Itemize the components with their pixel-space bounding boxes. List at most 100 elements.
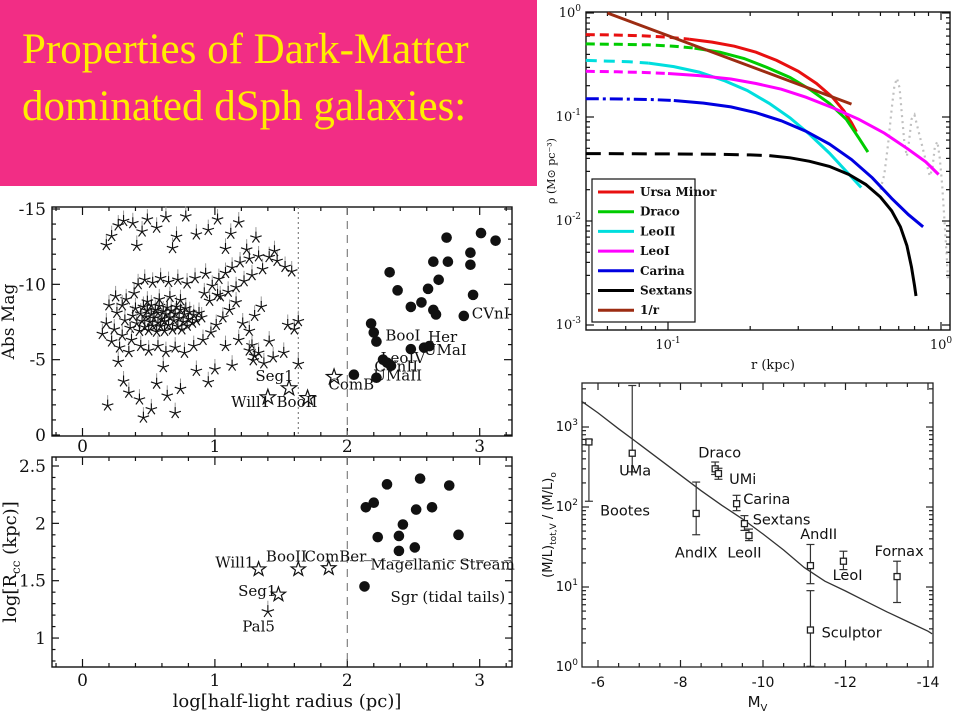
star-arm	[223, 307, 230, 311]
star-arm	[194, 275, 201, 279]
star-arm	[142, 417, 148, 423]
dsph-point	[467, 289, 479, 301]
star-arm	[243, 328, 250, 332]
star-arm	[263, 254, 270, 258]
star-arm	[118, 359, 125, 363]
star-arm	[124, 392, 130, 399]
y-tick-label: 100	[556, 658, 579, 675]
dsph-point	[426, 501, 438, 513]
star-arm	[234, 339, 240, 346]
star-arm	[176, 309, 181, 316]
star-arm	[195, 312, 200, 319]
star-arm	[236, 262, 241, 268]
star-arm	[234, 222, 240, 228]
star-arm	[249, 328, 256, 332]
star-arm	[156, 277, 162, 284]
star-arm	[281, 266, 286, 273]
dsph-point	[430, 309, 442, 320]
star-arm	[132, 315, 137, 322]
star-arm	[285, 269, 292, 273]
star-arm	[251, 272, 258, 276]
globular-cluster-point	[258, 352, 270, 369]
globular-cluster-point	[232, 329, 245, 346]
star-arm	[253, 358, 260, 361]
globular-cluster-point	[122, 382, 135, 399]
star-arm	[152, 343, 159, 347]
star-arm	[249, 360, 254, 366]
star-arm	[132, 245, 138, 252]
star-arm	[165, 308, 172, 312]
star-arm	[189, 345, 195, 352]
globular-cluster-point	[211, 284, 224, 301]
star-arm	[151, 406, 158, 410]
legend-box	[591, 178, 696, 323]
x-tick-label: 1	[209, 671, 220, 691]
star-arm	[139, 397, 146, 401]
globular-cluster-point	[101, 395, 114, 411]
star-arm	[122, 349, 130, 353]
mass-to-light-chart: -6 -8 -10 -12 -14 100 101 102 103 MV (M/L)tot,V / …	[541, 382, 940, 714]
star-arm	[136, 313, 142, 319]
globular-cluster-point	[238, 270, 250, 287]
star-arm	[209, 367, 216, 371]
star-arm	[160, 214, 167, 218]
star-arm	[108, 305, 113, 311]
annotation-BooI: BooI	[385, 327, 420, 345]
panel-frame	[51, 206, 513, 437]
globular-cluster-point	[96, 323, 109, 340]
globular-cluster-point	[157, 356, 170, 373]
star-arm	[294, 327, 301, 331]
star-arm	[236, 321, 243, 325]
dsph-point	[393, 545, 405, 557]
star-arm	[202, 337, 209, 341]
star-arm	[161, 314, 167, 320]
globular-cluster-point	[105, 331, 118, 347]
legend-label-LeoI: LeoI	[640, 244, 670, 258]
star-arm	[172, 306, 177, 313]
data-point-UMi	[714, 467, 723, 480]
globular-cluster-point	[116, 294, 129, 311]
open-star-ComB	[324, 367, 344, 385]
star-arm	[151, 309, 156, 316]
star-arm	[176, 388, 181, 395]
star-arm	[274, 248, 281, 252]
series-Draco-cored	[585, 42, 695, 50]
star-arm	[133, 397, 140, 401]
globular-cluster-point	[130, 235, 143, 252]
legend-label-Carina: Carina	[640, 264, 685, 278]
annotation-Magellanic-Stream: Magellanic Stream	[370, 556, 514, 574]
star-arm	[148, 329, 153, 336]
star-arm	[177, 319, 184, 323]
star-arm	[114, 225, 119, 231]
star-arm	[132, 313, 139, 317]
star-arm	[153, 303, 160, 307]
star-arm	[261, 304, 268, 308]
x-tick-label: 3	[474, 671, 485, 691]
star-arm	[164, 320, 169, 327]
star-arm	[135, 399, 140, 405]
star-arm	[107, 405, 112, 411]
marker-square	[806, 626, 815, 634]
globular-cluster-point	[226, 257, 238, 273]
star-arm	[185, 311, 191, 318]
star-arm	[159, 311, 164, 317]
star-arm	[222, 289, 229, 293]
marker-square	[806, 561, 815, 570]
star-arm	[265, 341, 270, 347]
star-arm	[265, 256, 270, 263]
star-arm	[140, 314, 147, 318]
annotation-Pal5: Pal5	[242, 618, 275, 636]
star-arm	[227, 289, 235, 293]
globular-cluster-point	[179, 297, 192, 314]
label-Draco: Draco	[698, 446, 741, 462]
star-arm	[190, 368, 197, 372]
globular-cluster-point	[234, 251, 246, 268]
star-arm	[188, 322, 193, 328]
star-arm	[187, 343, 194, 347]
series-substructure-wiggle	[879, 74, 949, 279]
star-arm	[221, 272, 226, 279]
dsph-point	[372, 531, 384, 543]
star-arm	[136, 245, 141, 252]
star-arm	[124, 320, 129, 326]
star-arm	[283, 350, 290, 354]
